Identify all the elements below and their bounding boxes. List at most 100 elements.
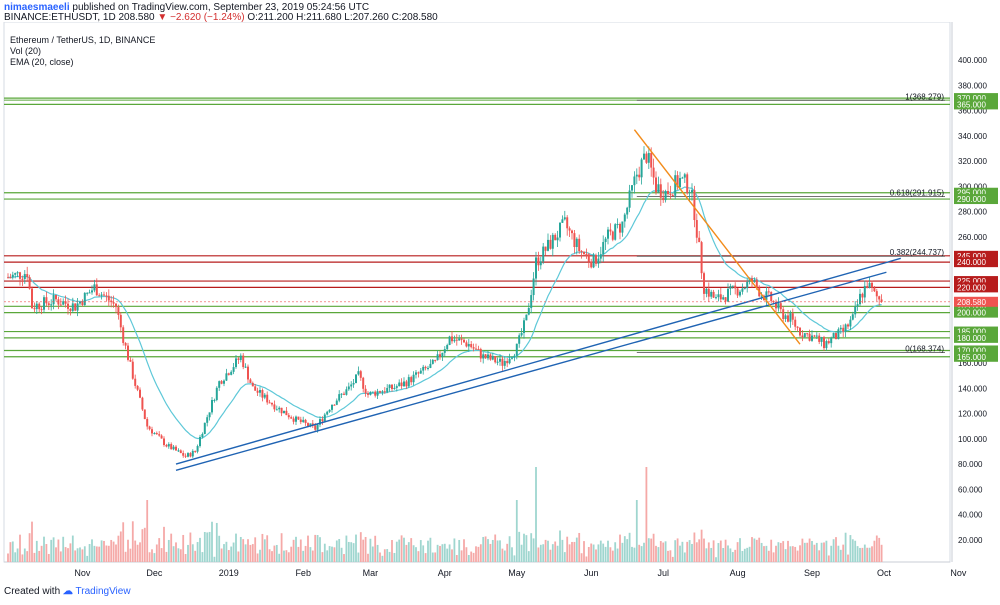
volume-bar: [755, 539, 758, 562]
volume-bar: [91, 539, 93, 562]
volume-bar: [772, 552, 775, 562]
candle-body: [847, 324, 849, 327]
volume-bar: [218, 535, 221, 562]
volume-bar: [465, 547, 468, 562]
candle-body: [112, 302, 115, 304]
candle-body: [333, 404, 336, 406]
volume-bar: [287, 552, 290, 562]
volume-bar: [227, 550, 230, 562]
volume-bar: [671, 556, 674, 562]
tradingview-brand-link[interactable]: TradingView: [75, 586, 131, 597]
volume-bar: [698, 539, 701, 562]
volume-bar: [266, 535, 269, 562]
candle-body: [568, 228, 571, 231]
candle-body: [868, 282, 871, 289]
volume-bar: [794, 546, 797, 562]
volume-bar: [544, 539, 547, 562]
candle-body: [563, 217, 566, 220]
volume-bar: [362, 539, 365, 562]
fib-label: 0(168.374): [905, 345, 944, 354]
level-label-bg: [954, 276, 998, 287]
volume-bar: [878, 537, 881, 562]
candle-body: [105, 295, 108, 297]
candle-body: [218, 381, 221, 388]
candle-body: [103, 294, 105, 296]
volume-bar: [299, 539, 302, 562]
volume-bar: [487, 539, 489, 562]
candle-body: [398, 382, 401, 387]
candle-body: [316, 424, 319, 430]
volume-bar: [43, 536, 45, 562]
candle-body: [547, 239, 549, 251]
candle-body: [782, 309, 785, 320]
level-label-bg: [954, 307, 998, 318]
volume-bar: [271, 551, 273, 562]
volume-bar: [328, 546, 331, 562]
candle-body: [350, 384, 353, 387]
volume-bar: [172, 546, 175, 562]
volume-bar: [417, 551, 420, 562]
candle-body: [50, 304, 53, 306]
candle-body: [753, 279, 756, 282]
candle-body: [439, 354, 441, 357]
volume-bar: [146, 500, 149, 562]
volume-bar: [347, 541, 350, 562]
candle-body: [703, 273, 705, 294]
candle-body: [628, 190, 631, 208]
author-link[interactable]: nimaesmaeeli: [4, 2, 70, 13]
candle-body: [655, 177, 657, 193]
y-tick-label: 20.000: [958, 536, 983, 545]
candle-body: [259, 390, 261, 393]
volume-bar: [129, 548, 132, 562]
candle-body: [441, 352, 444, 357]
candle-body: [489, 354, 492, 360]
candle-body: [638, 174, 641, 178]
candle-body: [410, 377, 413, 383]
level-label: 200.000: [957, 309, 986, 318]
volume-bar: [767, 550, 770, 562]
candle-body: [595, 254, 597, 264]
candle-body: [667, 191, 669, 195]
candle-body: [679, 178, 681, 188]
volume-bar: [573, 541, 576, 562]
volume-bar: [230, 546, 233, 562]
candle-body: [842, 327, 845, 332]
volume-bar: [170, 533, 173, 562]
level-label-bg: [954, 257, 998, 268]
candle-body: [467, 344, 470, 347]
volume-bar: [815, 542, 818, 562]
candle-body: [98, 295, 101, 297]
y-tick-label: 40.000: [958, 511, 983, 520]
volume-bar: [791, 546, 794, 562]
volume-bar: [463, 539, 465, 562]
candle-body: [47, 303, 50, 305]
volume-bar: [827, 555, 830, 562]
candle-body: [328, 409, 331, 412]
x-tick-label: Sep: [804, 568, 820, 578]
volume-bar: [727, 545, 729, 562]
candle-body: [535, 257, 537, 279]
level-label: 290.000: [957, 195, 986, 204]
candle-body: [623, 214, 626, 222]
volume-bar: [806, 542, 809, 562]
volume-bar: [609, 547, 612, 562]
volume-bar: [595, 549, 597, 562]
volume-bar: [62, 536, 65, 562]
candle-body: [136, 385, 139, 390]
x-tick-label: Jun: [584, 568, 599, 578]
volume-bar: [549, 549, 552, 562]
candle-body: [499, 358, 501, 362]
candle-body: [371, 391, 374, 393]
price-chart[interactable]: 20.000 40.000 60.000 80.000 100.000 120.000 14…: [0, 22, 1000, 586]
volume-bar: [64, 547, 67, 562]
volume-bar: [633, 547, 636, 562]
volume-bar: [59, 551, 62, 562]
volume-bar: [563, 552, 566, 562]
volume-bar: [439, 545, 441, 562]
volume-bar: [813, 544, 816, 562]
candle-body: [38, 303, 41, 310]
candle-body: [719, 294, 722, 300]
level-label-bg: [954, 351, 998, 362]
candle-body: [21, 278, 24, 280]
candle-body: [573, 233, 576, 248]
